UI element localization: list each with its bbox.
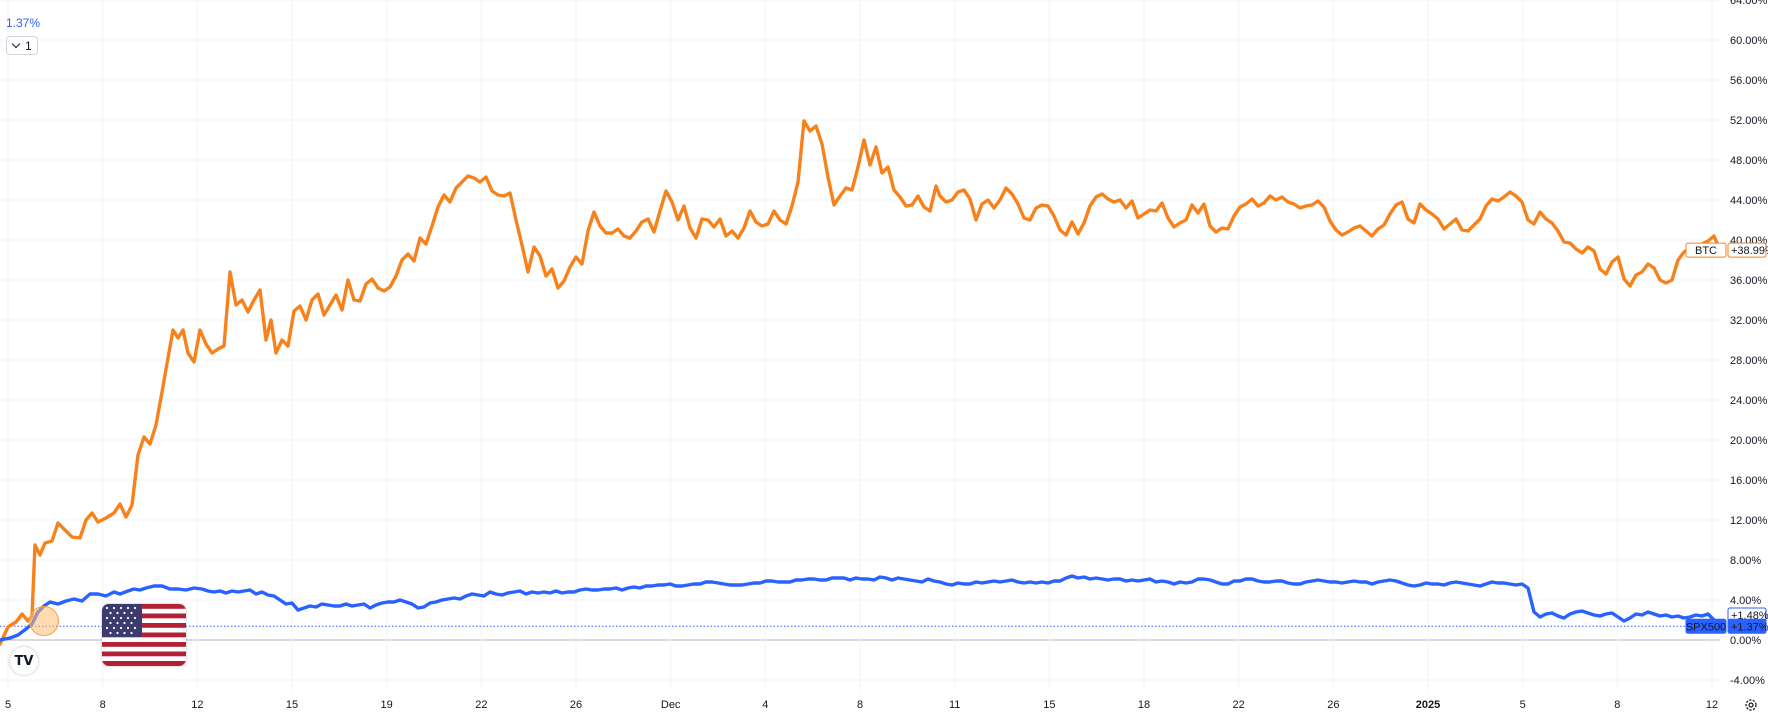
tradingview-logo-icon[interactable]: TV <box>10 647 38 675</box>
y-tick-label: 16.00% <box>1730 475 1768 487</box>
interval-button[interactable]: 1 <box>6 36 38 55</box>
spx-last-value-bg <box>1727 618 1767 634</box>
x-tick-label: 22 <box>475 699 487 711</box>
y-tick-label: 4.00% <box>1730 595 1761 607</box>
us-flag-icon[interactable] <box>102 604 186 666</box>
x-tick-label: 22 <box>1233 699 1245 711</box>
y-tick-label: 0.00% <box>1730 635 1761 647</box>
grid-lines <box>0 0 1720 690</box>
x-tick-label: 8 <box>1614 699 1620 711</box>
y-tick-label: 48.00% <box>1730 155 1768 167</box>
spx-last-value: +1.37% <box>1731 621 1768 633</box>
y-tick-label: -4.00% <box>1730 675 1765 687</box>
x-tick-label: Dec <box>661 699 681 711</box>
y-tick-label: 56.00% <box>1730 75 1768 87</box>
x-tick-label: 5 <box>1520 699 1526 711</box>
y-tick-label: 12.00% <box>1730 515 1768 527</box>
btc-series-tag-bg <box>1685 242 1727 258</box>
y-tick-label: 8.00% <box>1730 555 1761 567</box>
x-tick-label: 12 <box>1706 699 1718 711</box>
y-tick-label: 24.00% <box>1730 395 1768 407</box>
x-tick-label: 26 <box>570 699 582 711</box>
y-tick-label: 60.00% <box>1730 35 1768 47</box>
btc-last-value-bg <box>1727 242 1767 258</box>
y-tick-label: 20.00% <box>1730 435 1768 447</box>
y-tick-label: 52.00% <box>1730 115 1768 127</box>
y-tick-label: 64.00% <box>1730 0 1768 7</box>
btc-last-value: +38.99% <box>1731 245 1768 257</box>
y-tick-label: 28.00% <box>1730 355 1768 367</box>
x-tick-label: 5 <box>5 699 11 711</box>
series-line-spx500 <box>0 574 1722 642</box>
y-tick-label: 36.00% <box>1730 275 1768 287</box>
y-tick-label: 44.00% <box>1730 195 1768 207</box>
x-tick-label: 15 <box>1043 699 1055 711</box>
x-tick-label: 26 <box>1327 699 1339 711</box>
series-layer <box>0 119 1722 646</box>
settings-gear-icon[interactable] <box>1744 698 1758 712</box>
x-tick-label: 8 <box>857 699 863 711</box>
event-marker-icon[interactable] <box>29 606 59 636</box>
legend-value: 1.37% <box>6 16 41 30</box>
spx-series-tag: SPX500 <box>1686 621 1726 633</box>
axes: 64.00% 60.00% 56.00% 52.00% 48.00% 44.00% 4 0.0… <box>5 0 1768 711</box>
x-tick-label: 18 <box>1138 699 1150 711</box>
x-tick-label: 12 <box>191 699 203 711</box>
x-tick-label: 15 <box>286 699 298 711</box>
interval-label: 1 <box>25 38 32 53</box>
x-tick-label: 19 <box>381 699 393 711</box>
chevron-down-icon <box>11 39 21 49</box>
series-line-btc <box>0 119 1722 646</box>
x-tick-label: 8 <box>100 699 106 711</box>
x-tick-label: 2025 <box>1416 699 1440 711</box>
x-tick-label: 11 <box>949 699 960 711</box>
y-tick-label: 32.00% <box>1730 315 1768 327</box>
x-tick-label: 4 <box>762 699 768 711</box>
spx-series-tag-bg <box>1685 618 1727 634</box>
btc-series-tag: BTC <box>1695 245 1717 257</box>
